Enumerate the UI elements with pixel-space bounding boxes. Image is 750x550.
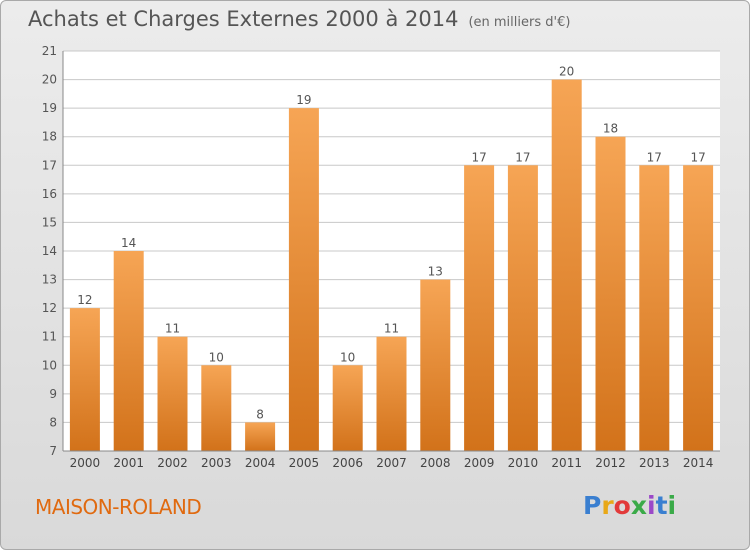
bar [376,336,407,451]
bar [420,279,451,451]
bar [464,165,495,452]
bar [551,79,582,452]
bar [595,136,626,451]
data-label: 10 [340,350,355,364]
bar [113,251,144,451]
bar [332,365,363,451]
bar [201,365,232,451]
y-tick-label: 12 [42,301,57,315]
x-tick-label: 2004 [245,456,276,470]
bar [507,165,538,452]
bar [288,108,319,452]
title-unit: (en milliers d'€) [468,15,571,30]
data-label: 10 [209,350,224,364]
x-tick-label: 2000 [70,456,101,470]
place-name: MAISON-ROLAND [35,495,202,519]
data-label: 11 [384,322,399,336]
y-tick-label: 13 [42,273,57,287]
y-tick-label: 7 [49,444,57,458]
data-label: 17 [647,150,662,164]
x-tick-label: 2001 [113,456,144,470]
data-label: 17 [471,150,486,164]
data-label: 18 [603,122,618,136]
y-tick-label: 19 [42,101,57,115]
y-tick-label: 10 [42,358,57,372]
proxiti-logo: Proxiti [583,491,676,520]
bar [69,308,100,451]
x-tick-label: 2008 [420,456,451,470]
x-tick-label: 2007 [376,456,407,470]
y-tick-label: 20 [42,73,57,87]
data-label: 13 [428,265,443,279]
x-tick-label: 2005 [289,456,320,470]
data-label: 19 [296,93,311,107]
y-tick-label: 15 [42,215,57,229]
x-tick-label: 2011 [551,456,582,470]
logo-letter: r [601,491,614,520]
y-tick-label: 14 [42,244,57,258]
bar [245,422,276,451]
y-tick-label: 18 [42,130,57,144]
data-label: 17 [515,150,530,164]
bar [683,165,714,452]
logo-letter: i [667,491,677,520]
logo-letter: P [583,491,602,520]
x-tick-label: 2010 [508,456,539,470]
title-text: Achats et Charges Externes 2000 à 2014 [28,7,459,31]
x-tick-label: 2013 [639,456,670,470]
bar [639,165,670,452]
x-tick-label: 2012 [595,456,626,470]
logo-letter: o [613,491,631,520]
x-tick-label: 2014 [683,456,714,470]
data-label: 17 [690,150,705,164]
x-tick-label: 2003 [201,456,232,470]
chart-title: Achats et Charges Externes 2000 à 2014 (e… [28,7,570,31]
data-label: 11 [165,322,180,336]
y-tick-label: 17 [42,158,57,172]
data-label: 8 [256,407,264,421]
logo-letter: i [647,491,656,520]
y-tick-label: 8 [49,415,57,429]
x-tick-label: 2009 [464,456,495,470]
y-tick-label: 11 [42,330,57,344]
logo-letter: x [630,491,647,520]
data-label: 12 [77,293,92,307]
y-tick-label: 9 [49,387,57,401]
x-tick-label: 2002 [157,456,188,470]
logo-letter: t [655,491,668,520]
x-tick-label: 2006 [332,456,363,470]
bar [157,336,188,451]
y-tick-label: 21 [42,44,57,58]
y-tick-label: 16 [42,187,57,201]
data-label: 14 [121,236,136,250]
data-label: 20 [559,65,574,79]
